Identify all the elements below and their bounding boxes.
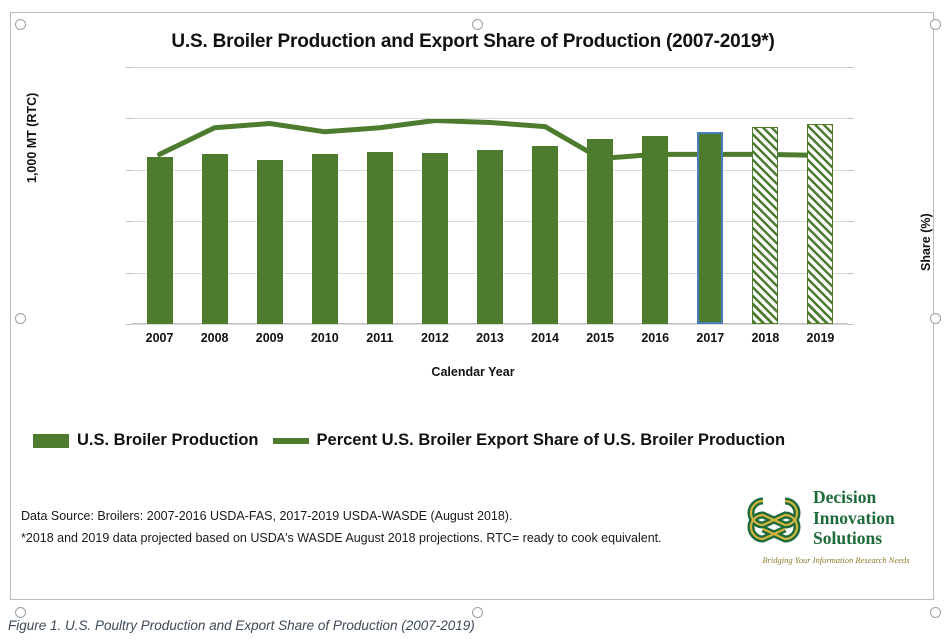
resize-handle-middle-left[interactable] [15,313,26,324]
x-axis-tick-2014: 2014 [531,331,559,345]
secondary-y-axis-tick-mark [848,169,854,171]
note-projection: *2018 and 2019 data projected based on U… [21,531,662,545]
bar-2018 [752,127,779,324]
bar-2016 [642,136,669,324]
x-axis-tick-2017: 2017 [696,331,725,345]
x-axis-title: Calendar Year [431,365,515,379]
celtic-knot-logo-icon [747,497,801,543]
secondary-y-axis-tick-mark [848,118,854,120]
company-logo: Decision Innovation Solutions Bridging Y… [739,481,929,577]
y-axis-tick-mark [126,221,132,223]
legend-label-production: U.S. Broiler Production [77,431,259,449]
legend-label-export-share: Percent U.S. Broiler Export Share of U.S… [316,431,786,449]
resize-handle-bottom-left[interactable] [15,607,26,618]
x-axis-tick-2011: 2011 [366,331,394,345]
plot-area: 00%5,0005%10,00010%15,00015%20,00020%25,… [126,67,854,325]
resize-handle-top-center[interactable] [472,19,483,30]
logo-wordmark: Decision Innovation Solutions [813,487,895,549]
chart-legend: U.S. Broiler Production Percent U.S. Bro… [33,431,785,450]
x-axis-tick-2012: 2012 [421,331,449,345]
x-axis-tick-2013: 2013 [476,331,504,345]
chart-canvas: U.S. Broiler Production and Export Share… [11,13,935,601]
source-notes: Data Source: Broilers: 2007-2016 USDA-FA… [21,505,761,549]
logo-line-3: Solutions [813,528,883,548]
legend-swatch-line-icon [272,437,309,444]
secondary-y-axis-tick-mark [848,272,854,274]
y-axis-tick-mark [126,118,132,120]
y-axis-tick-mark [126,324,132,325]
x-axis-tick-2016: 2016 [641,331,670,345]
bar-2011 [366,152,393,324]
y-axis-title: 1,000 MT (RTC) [25,92,39,183]
resize-handle-bottom-right[interactable] [930,607,941,618]
bar-2009 [256,160,283,324]
bar-2008 [201,153,228,324]
bar-2014 [532,146,559,324]
logo-tagline: Bridging Your Information Research Needs [762,555,910,565]
secondary-y-axis-tick-mark [848,221,854,223]
bar-2013 [477,149,503,324]
bar-2017 [697,131,724,324]
logo-line-1: Decision [813,487,877,507]
chart-title: U.S. Broiler Production and Export Share… [171,31,775,52]
resize-handle-top-right[interactable] [930,19,941,30]
secondary-y-axis-tick-mark [848,67,854,68]
gridline [132,324,848,325]
y-axis-tick-mark [126,67,132,68]
y-axis-tick-mark [126,272,132,274]
figure-caption: Figure 1. U.S. Poultry Production and Ex… [8,618,475,633]
bar-2012 [421,153,448,324]
bar-2010 [311,153,338,324]
y-axis-tick-mark [126,169,132,171]
secondary-y-axis-tick-mark [848,324,854,325]
legend-item-production: U.S. Broiler Production [33,431,259,450]
resize-handle-middle-right[interactable] [930,313,941,324]
x-axis-tick-2009: 2009 [255,331,284,345]
x-axis-tick-2008: 2008 [200,331,229,345]
gridline [132,67,848,68]
x-axis-tick-2015: 2015 [586,331,615,345]
logo-line-2: Innovation [813,507,895,528]
x-axis-tick-2018: 2018 [751,331,780,345]
legend-item-export-share: Percent U.S. Broiler Export Share of U.S… [272,431,786,450]
resize-handle-top-left[interactable] [15,19,26,30]
x-axis-tick-2010: 2010 [310,331,339,345]
resize-handle-bottom-center[interactable] [472,607,483,618]
note-data-source: Data Source: Broilers: 2007-2016 USDA-FA… [21,509,513,523]
gridline [132,118,848,120]
secondary-y-axis-title: Share (%) [919,213,933,271]
x-axis-tick-2007: 2007 [145,331,174,345]
x-axis-tick-2019: 2019 [806,331,835,345]
bar-2015 [587,139,614,324]
figure-image-object[interactable]: U.S. Broiler Production and Export Share… [10,12,941,618]
bar-2007 [146,157,173,324]
legend-swatch-bar-icon [33,433,69,448]
bar-2019 [807,123,834,324]
